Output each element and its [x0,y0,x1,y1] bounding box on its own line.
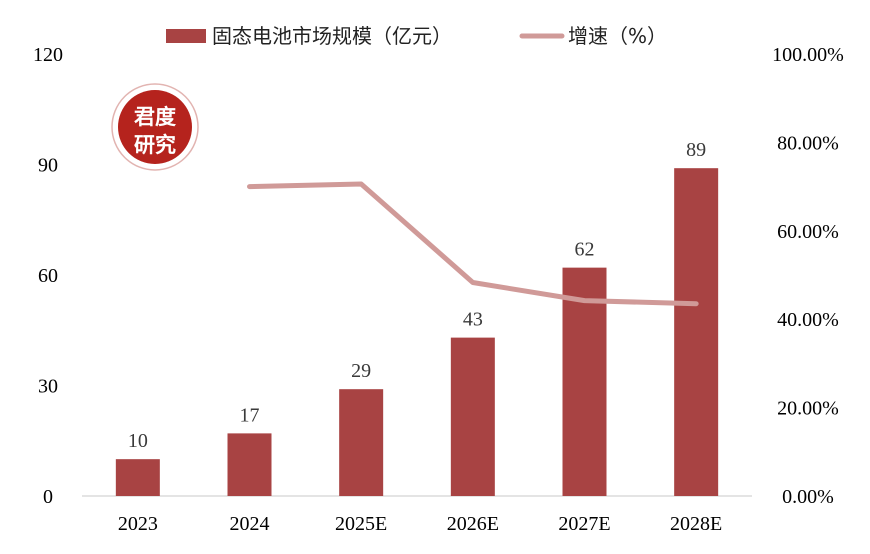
right-tick-label: 100.00% [772,44,844,66]
bar-2024 [227,433,272,496]
right-tick-label: 80.00% [777,132,839,154]
left-tick-label: 0 [43,486,53,508]
bar-2028E [674,168,719,496]
bar-2025E [339,389,384,496]
growth-line [247,181,699,307]
right-tick-label: 40.00% [777,309,839,331]
x-tick-label: 2028E [670,513,722,535]
bar-value-label: 10 [128,430,148,452]
stamp-logo: 君度 研究 [111,83,199,171]
bars [115,168,719,496]
legend-bar-swatch [166,29,206,43]
right-axis-ticks: 0.00% 20.00% 40.00% 60.00% 80.00% 100.00% [772,44,844,508]
legend-bar-label: 固态电池市场规模（亿元） [212,24,452,48]
right-tick-label: 60.00% [777,221,839,243]
bar-value-label: 43 [463,309,483,331]
x-axis-ticks: 2023 2024 2025E 2026E 2027E 2028E [118,513,722,535]
growth-line-series [247,181,699,307]
stamp-line2: 研究 [134,133,176,157]
bar-labels: 10 17 29 43 62 89 [128,139,706,452]
left-tick-label: 90 [38,155,58,177]
x-tick-label: 2026E [447,513,499,535]
left-axis-ticks: 0 30 60 90 120 [33,44,63,508]
bar-2023 [115,459,160,496]
left-tick-label: 120 [33,44,63,66]
stamp-line1: 君度 [134,105,176,129]
bar-2026E [450,337,495,496]
x-tick-label: 2023 [118,513,158,535]
x-tick-label: 2024 [230,513,270,535]
x-tick-label: 2025E [335,513,387,535]
left-tick-label: 30 [38,376,58,398]
legend-line-label: 增速（%） [568,24,667,48]
bar-value-label: 62 [575,239,595,261]
bar-value-label: 17 [240,404,260,426]
x-tick-label: 2027E [558,513,610,535]
bar-2027E [562,267,607,496]
left-tick-label: 60 [38,265,58,287]
bar-value-label: 89 [686,139,706,161]
right-tick-label: 20.00% [777,398,839,420]
bar-value-label: 29 [351,360,371,382]
legend: 固态电池市场规模（亿元） 增速（%） [166,24,667,48]
right-tick-label: 0.00% [782,486,834,508]
